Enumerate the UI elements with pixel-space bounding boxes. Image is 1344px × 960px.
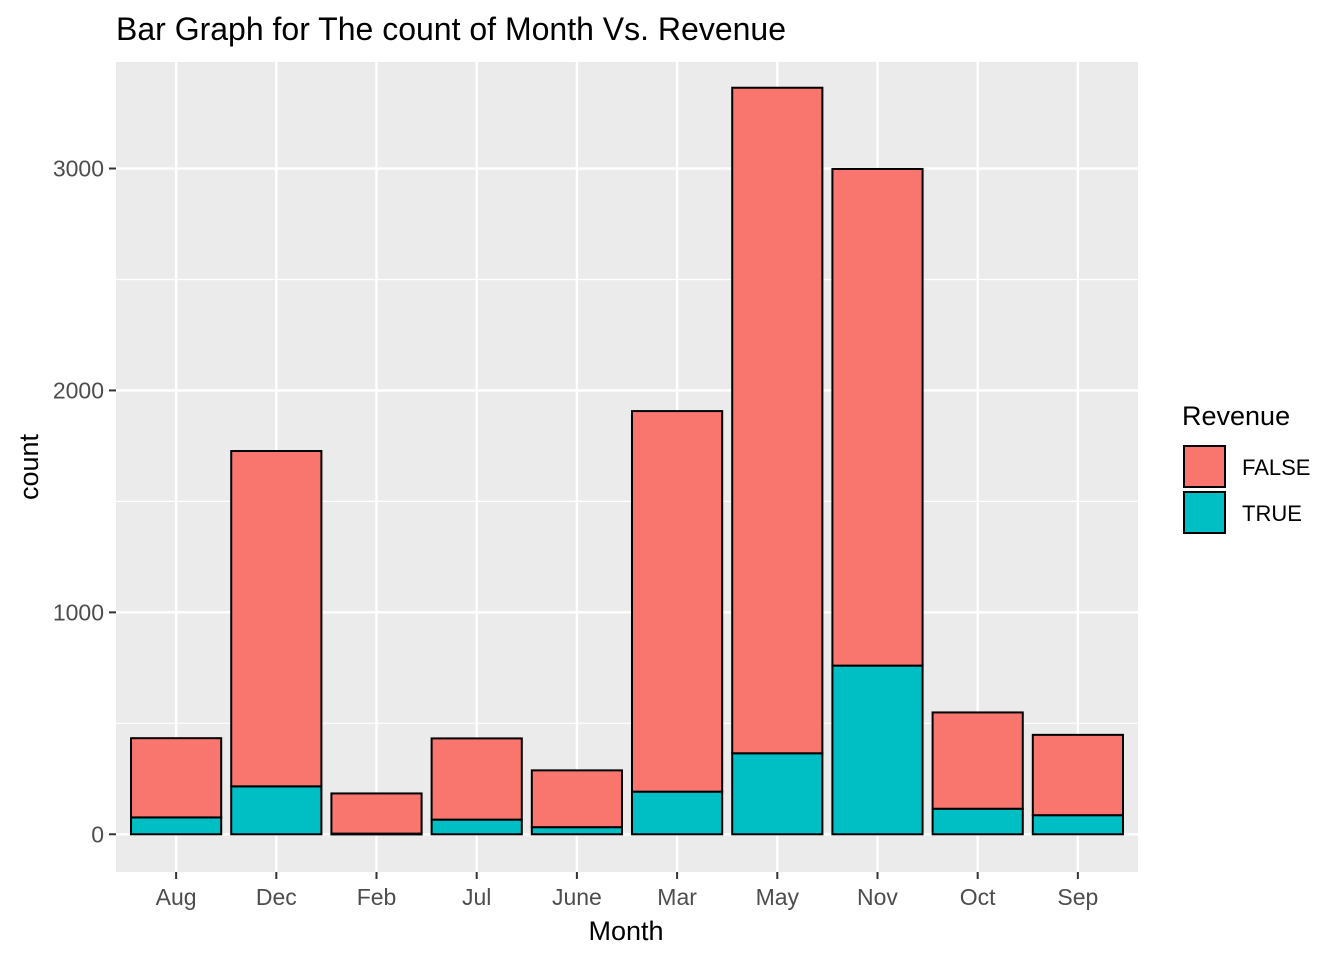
bar-true-may: [731, 752, 824, 836]
bar-true-dec: [230, 785, 323, 836]
x-tick-label: Feb: [357, 884, 397, 910]
x-tick-label: June: [552, 884, 602, 910]
x-tick-label: Aug: [156, 884, 197, 910]
bar-false-dec: [230, 450, 323, 788]
x-tick-label: Sep: [1057, 884, 1098, 910]
bar-false-june: [530, 769, 623, 829]
y-tick-label: 3000: [53, 156, 104, 182]
x-axis: Aug Dec Feb Jul June Mar May Nov Oct Sep: [156, 872, 1098, 910]
y-tick-label: 2000: [53, 377, 104, 403]
legend-swatch-true: [1183, 491, 1226, 534]
bar-false-feb: [330, 792, 423, 835]
x-tick-label: Dec: [256, 884, 297, 910]
bar-true-nov: [831, 664, 924, 836]
bar-true-oct: [931, 807, 1024, 836]
legend-swatch-false: [1183, 445, 1226, 488]
bar-true-jul: [430, 818, 523, 836]
legend: Revenue FALSE TRUE: [1182, 401, 1310, 534]
x-tick-label: May: [756, 884, 800, 910]
x-tick-label: Oct: [960, 884, 996, 910]
bar-false-sep: [1031, 733, 1124, 817]
legend-title: Revenue: [1182, 401, 1290, 431]
bar-false-aug: [130, 737, 223, 819]
bar-true-sep: [1031, 814, 1124, 836]
bar-true-aug: [130, 816, 223, 836]
bar-false-oct: [931, 711, 1024, 810]
bar-true-mar: [631, 790, 724, 836]
x-tick-label: Jul: [462, 884, 491, 910]
x-axis-title: Month: [588, 916, 663, 946]
x-tick-label: Nov: [857, 884, 898, 910]
bar-false-nov: [831, 167, 924, 667]
x-tick-label: Mar: [657, 884, 697, 910]
y-tick-label: 1000: [53, 599, 104, 625]
bar-false-mar: [631, 410, 724, 793]
legend-entries: FALSE TRUE: [1183, 445, 1310, 534]
bars-group: [130, 86, 1124, 836]
bar-false-may: [731, 86, 824, 755]
bar-true-june: [530, 826, 623, 836]
chart-title: Bar Graph for The count of Month Vs. Rev…: [116, 11, 786, 47]
y-axis: 0 1000 2000 3000: [53, 156, 116, 847]
y-axis-title: count: [14, 433, 44, 500]
legend-label-false: FALSE: [1242, 455, 1310, 480]
legend-label-true: TRUE: [1242, 501, 1302, 526]
bar-false-jul: [430, 737, 523, 821]
y-tick-label: 0: [91, 821, 104, 847]
